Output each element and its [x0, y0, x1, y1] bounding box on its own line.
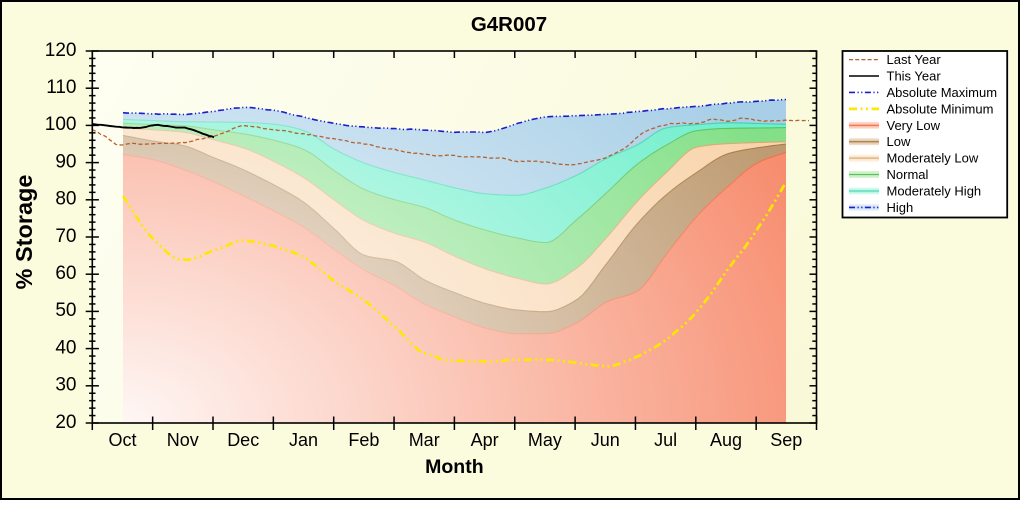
svg-text:High: High [887, 200, 914, 215]
svg-text:Oct: Oct [108, 430, 136, 450]
svg-text:Absolute Minimum: Absolute Minimum [887, 101, 994, 116]
svg-text:Nov: Nov [167, 430, 199, 450]
svg-text:40: 40 [55, 337, 76, 358]
svg-text:110: 110 [46, 77, 76, 98]
svg-text:Jun: Jun [591, 430, 620, 450]
svg-text:Jan: Jan [289, 430, 318, 450]
svg-text:Feb: Feb [348, 430, 379, 450]
svg-text:Absolute Maximum: Absolute Maximum [887, 85, 998, 100]
svg-text:This Year: This Year [887, 69, 942, 84]
svg-text:Aug: Aug [710, 430, 742, 450]
svg-text:Last Year: Last Year [887, 52, 942, 67]
svg-text:100: 100 [45, 114, 77, 135]
svg-text:Mar: Mar [409, 430, 440, 450]
svg-text:Dec: Dec [227, 430, 259, 450]
svg-text:Moderately Low: Moderately Low [887, 151, 979, 166]
svg-text:50: 50 [55, 300, 76, 321]
svg-text:Month: Month [425, 456, 483, 478]
svg-text:80: 80 [55, 189, 76, 210]
svg-text:Apr: Apr [471, 430, 499, 450]
svg-text:60: 60 [55, 263, 76, 284]
svg-text:% Storage: % Storage [11, 175, 37, 290]
svg-text:Normal: Normal [887, 167, 929, 182]
svg-text:G4R007: G4R007 [471, 13, 547, 36]
svg-text:20: 20 [55, 412, 76, 433]
svg-text:120: 120 [45, 40, 77, 61]
svg-text:Moderately High: Moderately High [887, 184, 982, 199]
svg-text:30: 30 [55, 375, 76, 396]
svg-text:Low: Low [887, 134, 911, 149]
svg-text:90: 90 [55, 151, 76, 172]
svg-text:70: 70 [55, 226, 76, 247]
svg-text:Sep: Sep [770, 430, 802, 450]
svg-text:May: May [528, 430, 562, 450]
svg-text:Jul: Jul [654, 430, 677, 450]
svg-text:Very Low: Very Low [887, 118, 941, 133]
